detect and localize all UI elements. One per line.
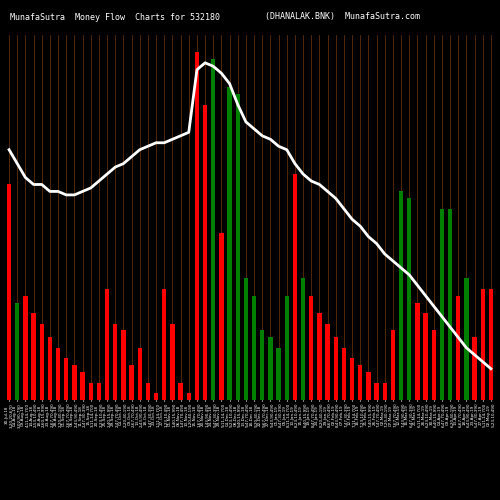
Bar (56, 348, 60, 400)
Bar (317, 313, 322, 400)
Bar (146, 382, 150, 400)
Bar (334, 338, 338, 400)
Bar (292, 174, 297, 400)
Bar (342, 348, 346, 400)
Bar (194, 52, 199, 400)
Bar (440, 209, 444, 400)
Bar (121, 330, 126, 400)
Bar (301, 278, 306, 400)
Bar (424, 313, 428, 400)
Bar (15, 302, 20, 400)
Bar (407, 198, 412, 400)
Bar (390, 330, 395, 400)
Bar (358, 365, 362, 400)
Bar (219, 233, 224, 400)
Bar (40, 324, 44, 400)
Bar (276, 348, 281, 400)
Bar (382, 382, 387, 400)
Bar (211, 60, 216, 400)
Bar (105, 289, 110, 400)
Bar (80, 372, 85, 400)
Bar (178, 382, 183, 400)
Bar (228, 87, 232, 400)
Bar (96, 382, 101, 400)
Bar (130, 365, 134, 400)
Bar (268, 338, 272, 400)
Bar (48, 338, 52, 400)
Bar (448, 209, 452, 400)
Bar (170, 324, 174, 400)
Bar (236, 94, 240, 400)
Bar (88, 382, 93, 400)
Bar (284, 296, 289, 400)
Bar (480, 289, 485, 400)
Bar (260, 330, 264, 400)
Bar (186, 393, 191, 400)
Bar (154, 393, 158, 400)
Bar (162, 289, 166, 400)
Bar (244, 278, 248, 400)
Bar (488, 289, 493, 400)
Bar (432, 330, 436, 400)
Text: (DHANALAK.BNK)  MunafaSutra.com: (DHANALAK.BNK) MunafaSutra.com (265, 12, 420, 22)
Bar (7, 184, 12, 400)
Bar (203, 104, 207, 400)
Bar (326, 324, 330, 400)
Bar (309, 296, 314, 400)
Bar (72, 365, 76, 400)
Bar (113, 324, 117, 400)
Bar (399, 192, 404, 400)
Bar (23, 296, 28, 400)
Bar (374, 382, 379, 400)
Bar (415, 302, 420, 400)
Bar (64, 358, 68, 400)
Text: MunafaSutra  Money Flow  Charts for 532180: MunafaSutra Money Flow Charts for 532180 (10, 12, 220, 22)
Bar (456, 296, 460, 400)
Bar (252, 296, 256, 400)
Bar (366, 372, 370, 400)
Bar (138, 348, 142, 400)
Bar (472, 338, 477, 400)
Bar (350, 358, 354, 400)
Bar (32, 313, 36, 400)
Bar (464, 278, 468, 400)
